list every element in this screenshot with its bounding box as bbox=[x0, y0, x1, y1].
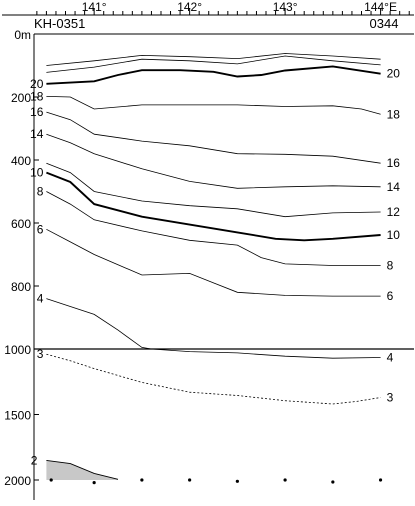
isotherm-20-line bbox=[46, 65, 381, 85]
isotherm-label-14-right: 14 bbox=[387, 180, 401, 194]
isotherm-16-line bbox=[46, 111, 381, 164]
isotherm-line-0 bbox=[46, 53, 381, 66]
station-marker bbox=[188, 478, 192, 482]
station-marker bbox=[49, 478, 53, 482]
isotherm-label-20-left: 20 bbox=[30, 77, 44, 91]
station-left-label: KH-0351 bbox=[34, 16, 85, 31]
isotherm-18-line bbox=[46, 96, 381, 115]
deep-isotherm-label-3-left: 3 bbox=[37, 347, 44, 361]
station-marker bbox=[92, 481, 96, 485]
deep-isotherm-4-line bbox=[151, 348, 381, 359]
isotherm-label-10-right: 10 bbox=[387, 228, 401, 242]
deep-isotherm-label-3-right: 3 bbox=[387, 390, 394, 404]
depth-tick-label: 800 bbox=[11, 280, 31, 294]
isotherm-12-line bbox=[46, 162, 381, 218]
depth-tick-label: 200 bbox=[11, 91, 31, 105]
isotherm-line-1 bbox=[46, 55, 381, 73]
station-marker bbox=[331, 480, 335, 484]
isotherm-label-8-left: 8 bbox=[37, 185, 44, 199]
longitude-tick-label: 143° bbox=[273, 0, 298, 14]
longitude-tick-label: 144°E bbox=[364, 0, 397, 14]
isotherm-label-16-right: 16 bbox=[387, 156, 401, 170]
isotherm-6-line bbox=[46, 228, 381, 297]
isotherm-4-line bbox=[46, 298, 152, 350]
isotherm-label-10-left: 10 bbox=[30, 166, 44, 180]
x-axis: 141° 142° 143° 144°E bbox=[2, 0, 414, 16]
station-right-label: 0344 bbox=[370, 16, 399, 31]
isotherm-label-18-left: 18 bbox=[30, 89, 44, 103]
station-marker bbox=[235, 479, 239, 483]
isotherm-label-4-left: 4 bbox=[37, 292, 44, 306]
station-marker bbox=[378, 478, 383, 482]
isotherm-label-20-right: 20 bbox=[387, 67, 401, 81]
station-marker bbox=[140, 478, 144, 482]
isotherm-8-line bbox=[46, 191, 381, 266]
longitude-tick-label: 142° bbox=[177, 0, 202, 14]
deep-isotherm-label-4-right: 4 bbox=[387, 351, 394, 365]
isotherm-label-8-right: 8 bbox=[387, 259, 394, 273]
depth-tick-label: 0m bbox=[14, 28, 31, 42]
depth-tick-label: 1500 bbox=[4, 409, 31, 423]
station-markers bbox=[49, 478, 383, 485]
chart-frame bbox=[33, 33, 414, 500]
depth-tick-label: 1000 bbox=[4, 343, 31, 357]
depth-tick-label: 600 bbox=[11, 217, 31, 231]
depth-tick-label: 2000 bbox=[4, 474, 31, 488]
y-axis: 0m 200 400 600 800 1000 1500 2000 bbox=[4, 28, 39, 488]
isotherm-label-12-right: 12 bbox=[387, 205, 401, 219]
isotherm-label-14-left: 14 bbox=[30, 127, 44, 141]
isotherm-label-6-right: 6 bbox=[387, 289, 394, 303]
deep-isotherm-3-line bbox=[46, 353, 381, 405]
longitude-tick-label: 141° bbox=[82, 0, 107, 14]
isotherm-lines bbox=[46, 53, 381, 480]
isotherm-label-16-left: 16 bbox=[30, 105, 44, 119]
depth-tick-label: 400 bbox=[11, 154, 31, 168]
station-marker bbox=[283, 478, 287, 482]
isotherm-10-line bbox=[46, 171, 381, 242]
isotherm-label-18-right: 18 bbox=[387, 107, 401, 121]
isotherm-14-line bbox=[46, 133, 381, 189]
isotherm-label-2-left: 2 bbox=[31, 453, 38, 467]
isotherm-2-line bbox=[46, 459, 119, 480]
isotherm-label-6-left: 6 bbox=[37, 222, 44, 236]
